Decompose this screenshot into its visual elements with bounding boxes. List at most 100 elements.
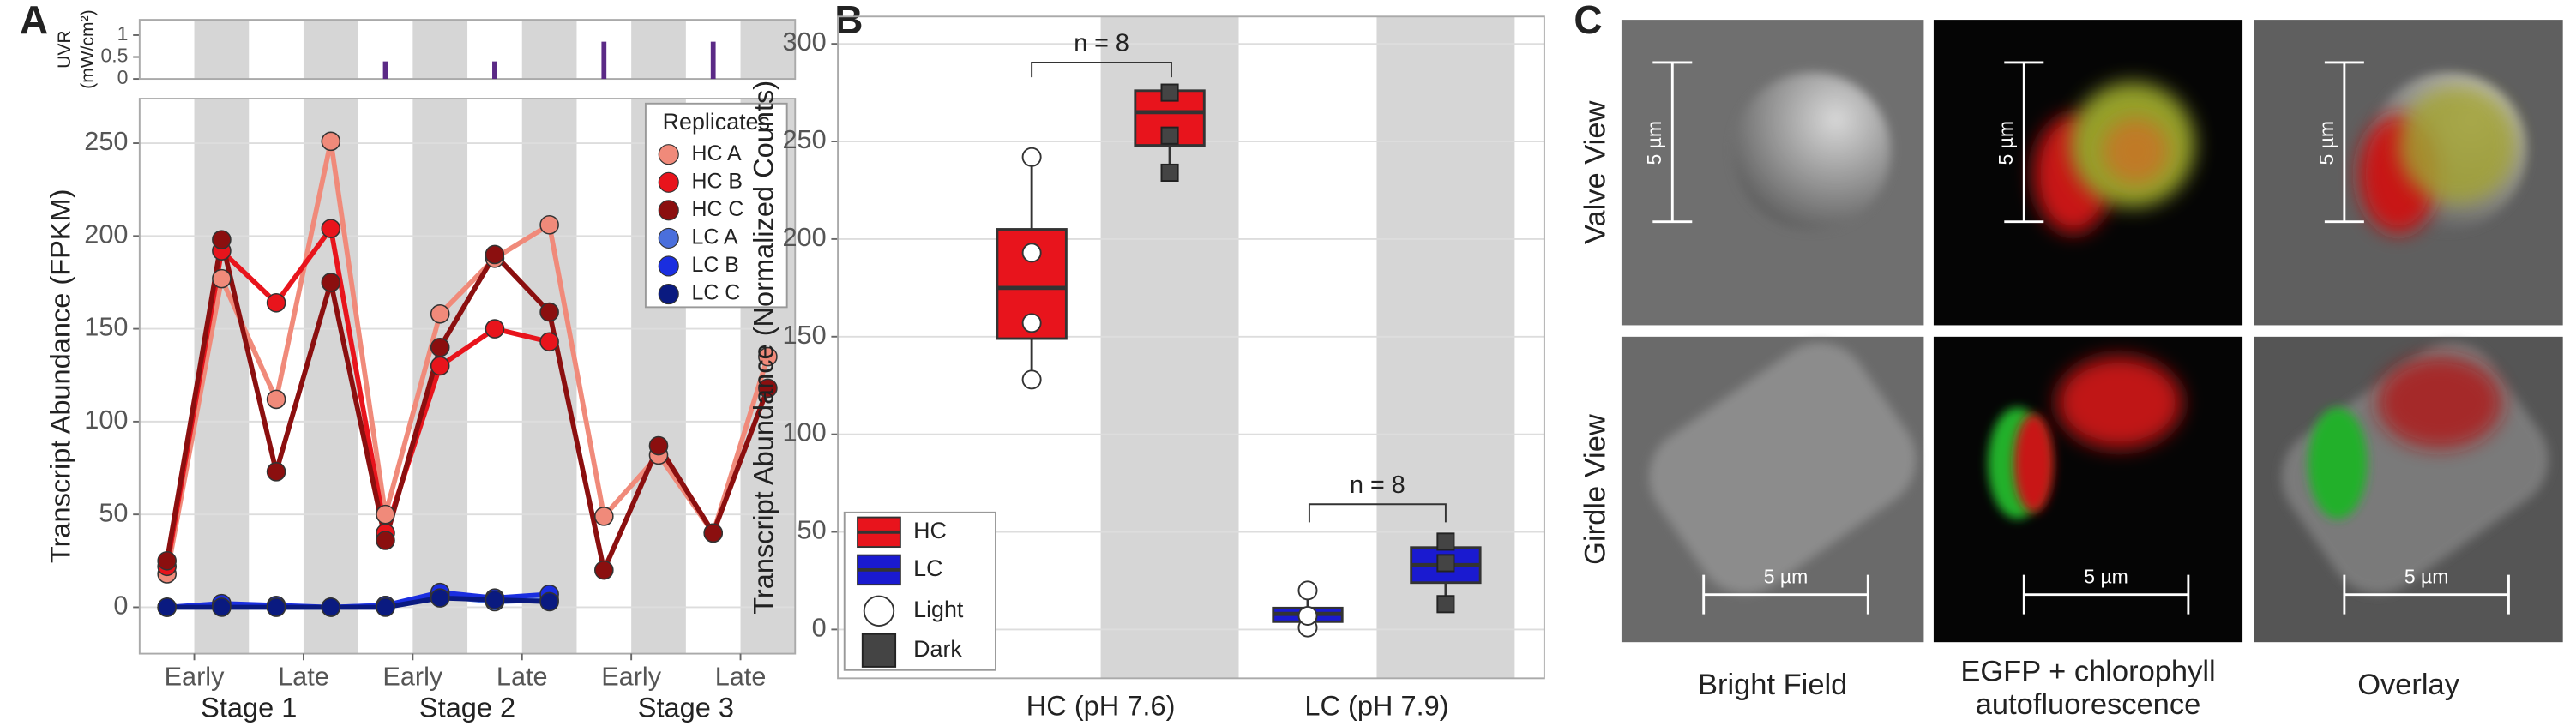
- y-tick-label: 0: [117, 66, 129, 88]
- data-point: [430, 356, 450, 376]
- data-point: [539, 302, 559, 322]
- legend-marker: [658, 144, 679, 165]
- y-tick-label: 0: [812, 613, 827, 642]
- data-point: [321, 597, 341, 617]
- cell: [1649, 342, 1917, 594]
- scale-labels: 5 µm 5 µm 5 µm 5 µm 5 µm 5 µm: [1643, 121, 2448, 588]
- bracket: [1308, 503, 1447, 523]
- bar: [710, 41, 716, 80]
- row-label: Girdle View: [1579, 414, 1611, 565]
- data-point: [266, 292, 286, 313]
- column-label: EGFP + chlorophyll: [1960, 656, 2215, 688]
- y-tick-label: 250: [783, 125, 827, 154]
- data-point: [376, 597, 395, 617]
- data-point: [485, 319, 505, 339]
- dark-band: [412, 20, 468, 80]
- legend-marker: [658, 227, 679, 249]
- panel-label: A: [20, 0, 48, 42]
- data-point: [593, 560, 614, 580]
- y-tick-label: 150: [783, 321, 827, 350]
- legend-marker: [658, 283, 679, 305]
- y-axis-label: (mW/cm²): [78, 9, 98, 88]
- data-point: [648, 435, 669, 456]
- dark-band: [521, 99, 577, 654]
- column-label: Bright Field: [1698, 669, 1847, 701]
- plot-frame: [138, 19, 797, 81]
- scale-label: 5 µm: [2404, 566, 2449, 588]
- y-axis-label: Transcript Abundance (Normalized Counts): [748, 81, 779, 615]
- y-tick-label: 200: [84, 219, 128, 249]
- y-tick-label: 250: [84, 127, 128, 156]
- bar: [382, 61, 388, 80]
- stage-label: Stage 1: [201, 692, 297, 723]
- data-point: [430, 588, 450, 608]
- data-point: [1021, 369, 1042, 390]
- y-tick-label: 200: [783, 223, 827, 252]
- data-point: [758, 346, 778, 367]
- legend-label: LC: [913, 555, 942, 581]
- legend-label: HC B: [692, 169, 743, 193]
- y-tick-label: 150: [84, 313, 128, 342]
- y-tick-label: 0.5: [100, 45, 128, 67]
- dark-band: [303, 20, 358, 80]
- data-point: [1021, 243, 1042, 263]
- scale-label: 5 µm: [2084, 566, 2128, 588]
- series-line: [164, 238, 771, 579]
- cell: [2398, 85, 2518, 204]
- y-tick-label: 0: [113, 591, 128, 621]
- column-label: Overlay: [2357, 669, 2460, 701]
- legend-label: Dark: [913, 636, 962, 662]
- data-point: [266, 389, 286, 410]
- data-point: [430, 337, 450, 357]
- dark-band: [740, 20, 796, 80]
- data-point: [321, 131, 341, 152]
- data-point: [266, 597, 286, 617]
- data-point: [593, 507, 614, 526]
- cell: [2103, 118, 2169, 184]
- legend-label: LC B: [692, 253, 739, 277]
- x-tick-label: Late: [715, 662, 767, 691]
- data-point: [1021, 147, 1042, 167]
- legend-label: LC C: [692, 281, 741, 305]
- cell: [2013, 413, 2054, 513]
- dark-band: [194, 20, 250, 80]
- scale-label: 5 µm: [2315, 121, 2338, 165]
- data-point: [430, 303, 450, 324]
- data-point: [1436, 554, 1455, 573]
- data-point: [1021, 313, 1042, 333]
- stage-label: Stage 2: [419, 692, 515, 723]
- annotation: n = 8: [1350, 471, 1405, 499]
- scale-bars: [1652, 61, 2510, 615]
- data-point: [1160, 83, 1179, 102]
- data-point: [1297, 580, 1318, 601]
- y-axis-label: Transcript Abundance (FPKM): [45, 189, 75, 564]
- data-point: [266, 462, 286, 482]
- y-tick-label: 50: [99, 498, 128, 527]
- y-tick-label: 100: [84, 405, 128, 435]
- legend-title: Replicates: [663, 109, 770, 135]
- data-point: [1297, 605, 1318, 626]
- data-point: [758, 378, 778, 399]
- legend-label: HC: [913, 518, 947, 543]
- y-tick-label: 50: [797, 516, 827, 545]
- legend-label: HC A: [692, 141, 742, 165]
- legend-marker: [658, 171, 679, 193]
- bracket: [1031, 61, 1172, 78]
- data-point: [376, 531, 395, 550]
- data-point: [1436, 532, 1455, 551]
- legend-marker: [863, 595, 895, 627]
- x-tick-label: LC (pH 7.9): [1304, 690, 1448, 721]
- data-point: [212, 268, 232, 289]
- row-label: Valve View: [1579, 100, 1611, 243]
- legend-label: Light: [913, 597, 964, 622]
- data-point: [157, 551, 177, 571]
- data-point: [1160, 163, 1179, 183]
- scale-label: 5 µm: [1995, 121, 2017, 165]
- y-tick-label: 100: [783, 418, 827, 447]
- legend-label: HC C: [692, 197, 744, 221]
- dark-band: [631, 20, 686, 80]
- series-line: [164, 222, 551, 567]
- x-tick-label: Early: [165, 662, 225, 691]
- data-point: [212, 597, 232, 617]
